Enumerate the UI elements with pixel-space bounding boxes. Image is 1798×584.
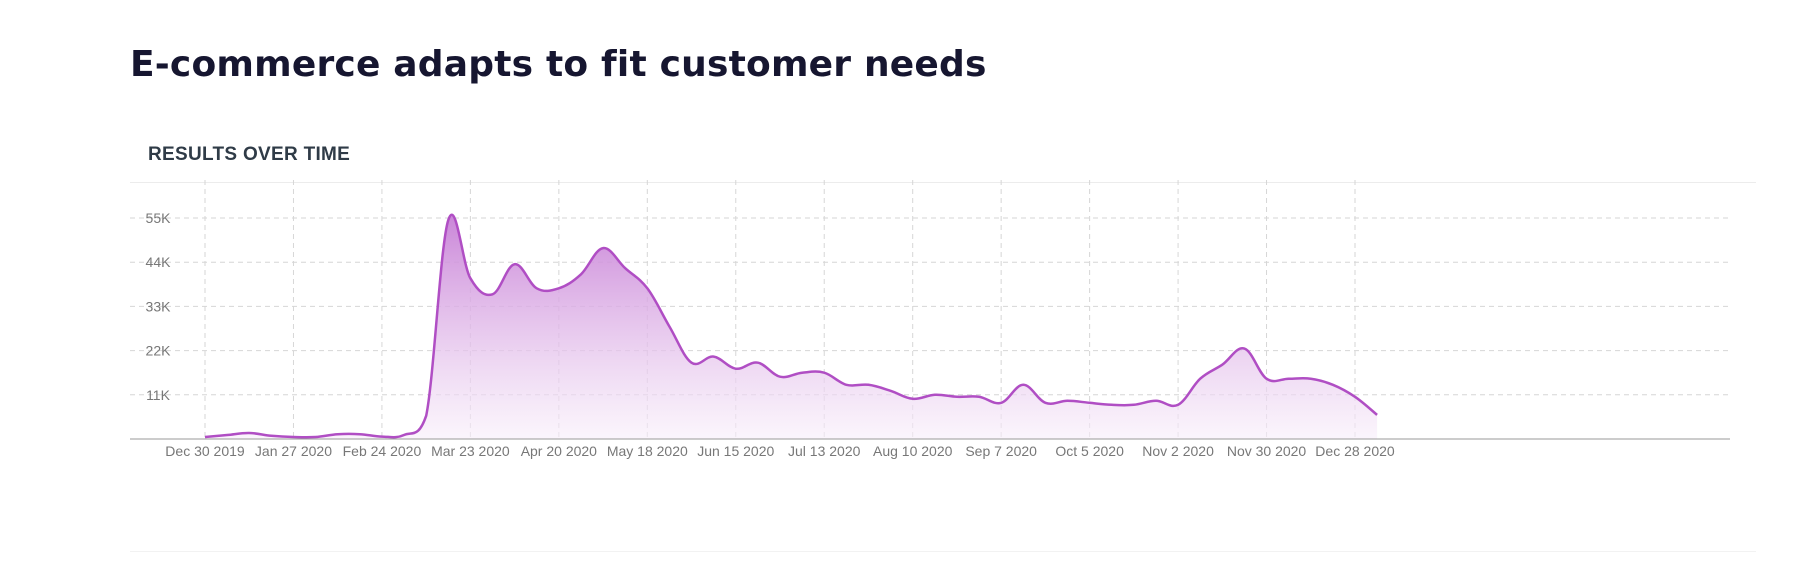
panel-header: RESULTS OVER TIME [148, 144, 351, 165]
series-line [204, 213, 1378, 439]
x-tick-label: Dec 30 2019 [165, 443, 245, 459]
x-tick-label: Feb 24 2020 [343, 443, 422, 459]
x-tick-label: Jul 13 2020 [788, 443, 861, 459]
x-tick-label: Nov 30 2020 [1227, 443, 1307, 459]
x-tick-label: May 18 2020 [607, 443, 688, 459]
y-tick-label: 55K [146, 210, 172, 226]
x-tick-label: Nov 2 2020 [1142, 443, 1214, 459]
x-tick-label: Jan 27 2020 [255, 443, 332, 459]
y-axis-tick-labels: 11K 22K 33K 44K 55K [146, 210, 172, 403]
x-tick-label: Oct 5 2020 [1055, 443, 1124, 459]
x-tick-label: Apr 20 2020 [521, 443, 597, 459]
series-area [205, 214, 1378, 439]
x-tick-label: Aug 10 2020 [873, 443, 953, 459]
header-divider [130, 182, 1756, 183]
y-tick-label: 22K [146, 343, 172, 359]
y-tick-label: 33K [146, 298, 172, 314]
y-tick-label: 44K [146, 254, 172, 270]
panel-bottom-divider [130, 551, 1756, 552]
x-tick-label: Dec 28 2020 [1315, 443, 1395, 459]
y-tick-label: 11K [146, 387, 171, 403]
horizontal-gridlines [130, 217, 1730, 396]
results-panel: RESULTS OVER TIME 11K 22K 33K 44K 55K Dec 30… [130, 134, 1756, 552]
page-title: E-commerce adapts to fit customer needs [130, 44, 987, 85]
x-tick-label: Sep 7 2020 [965, 443, 1037, 459]
x-tick-label: Mar 23 2020 [431, 443, 510, 459]
results-over-time-chart: 11K 22K 33K 44K 55K Dec 30 2019 Jan 27 2020 Fe… [130, 180, 1730, 459]
x-axis-tick-labels: Dec 30 2019 Jan 27 2020 Feb 24 2020 Mar 23 … [165, 443, 1395, 459]
x-tick-label: Jun 15 2020 [697, 443, 774, 459]
